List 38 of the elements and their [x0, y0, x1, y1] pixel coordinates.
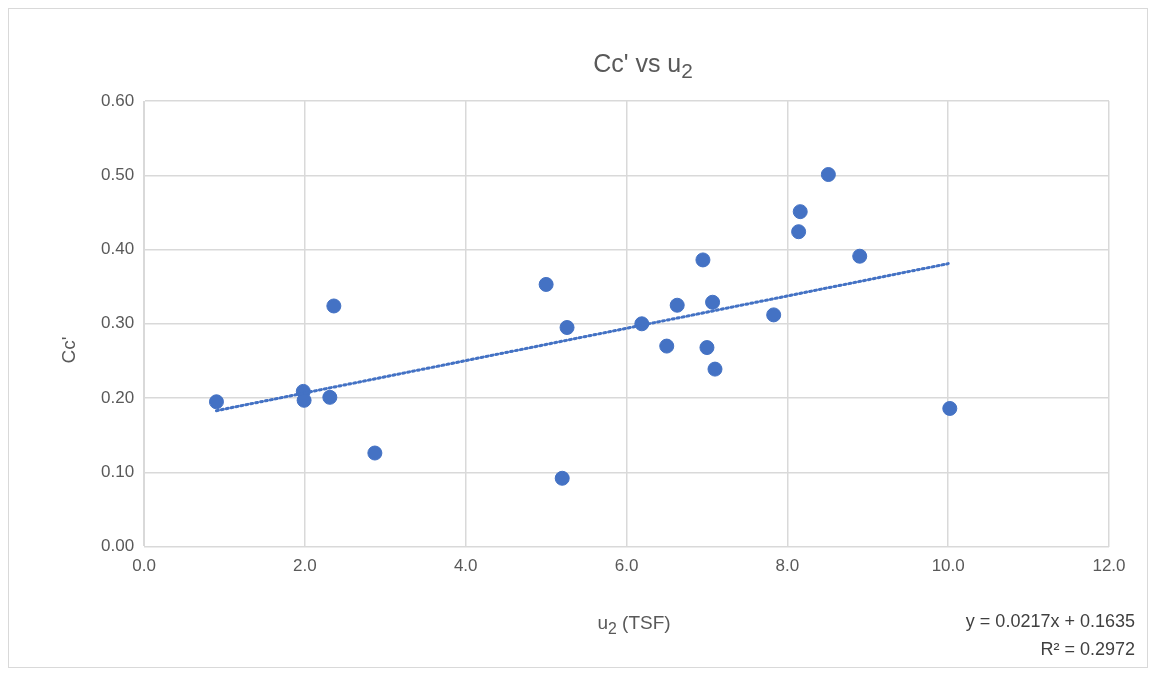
point: [659, 338, 675, 354]
y-axis-title: Cc': [58, 335, 80, 366]
point: [852, 248, 868, 264]
x-tick-label: 10.0: [931, 556, 965, 576]
point: [554, 470, 570, 486]
point: [707, 361, 723, 377]
x-axis-title: u$_{2}$ (TSF): [597, 612, 671, 637]
point: [208, 394, 224, 410]
point: [669, 297, 685, 313]
y-tick-label: 0.20: [100, 387, 135, 407]
point: [559, 320, 575, 336]
point: [538, 276, 554, 292]
y-tick-label: 0.30: [100, 313, 135, 333]
text: y = 0.0217x + 0.1635: [965, 610, 1135, 633]
x-tick-label: 8.0: [775, 556, 800, 576]
x-tick-label: 0.0: [132, 556, 156, 576]
point: [322, 389, 338, 405]
text: R² = 0.2972: [1039, 638, 1135, 661]
point: [367, 445, 383, 461]
x-tick-label: 12.0: [1092, 556, 1126, 576]
y-tick-label: 0.10: [100, 462, 135, 482]
y-tick-label: 0.00: [100, 536, 135, 556]
point: [326, 298, 342, 314]
chart-title: Cc' vs u$_{2}$: [592, 49, 694, 83]
y-tick-label: 0.40: [100, 239, 135, 259]
point: [695, 252, 711, 268]
point: [766, 307, 782, 323]
point: [699, 340, 715, 356]
point: [942, 400, 958, 416]
y-tick-label: 0.60: [100, 90, 135, 110]
point: [792, 204, 808, 220]
x-tick-label: 4.0: [453, 556, 478, 576]
point: [705, 294, 721, 310]
y-tick-label: 0.50: [100, 164, 135, 184]
point: [791, 224, 807, 240]
point: [820, 167, 836, 183]
x-tick-label: 2.0: [293, 556, 317, 576]
x-tick-label: 6.0: [614, 556, 639, 576]
